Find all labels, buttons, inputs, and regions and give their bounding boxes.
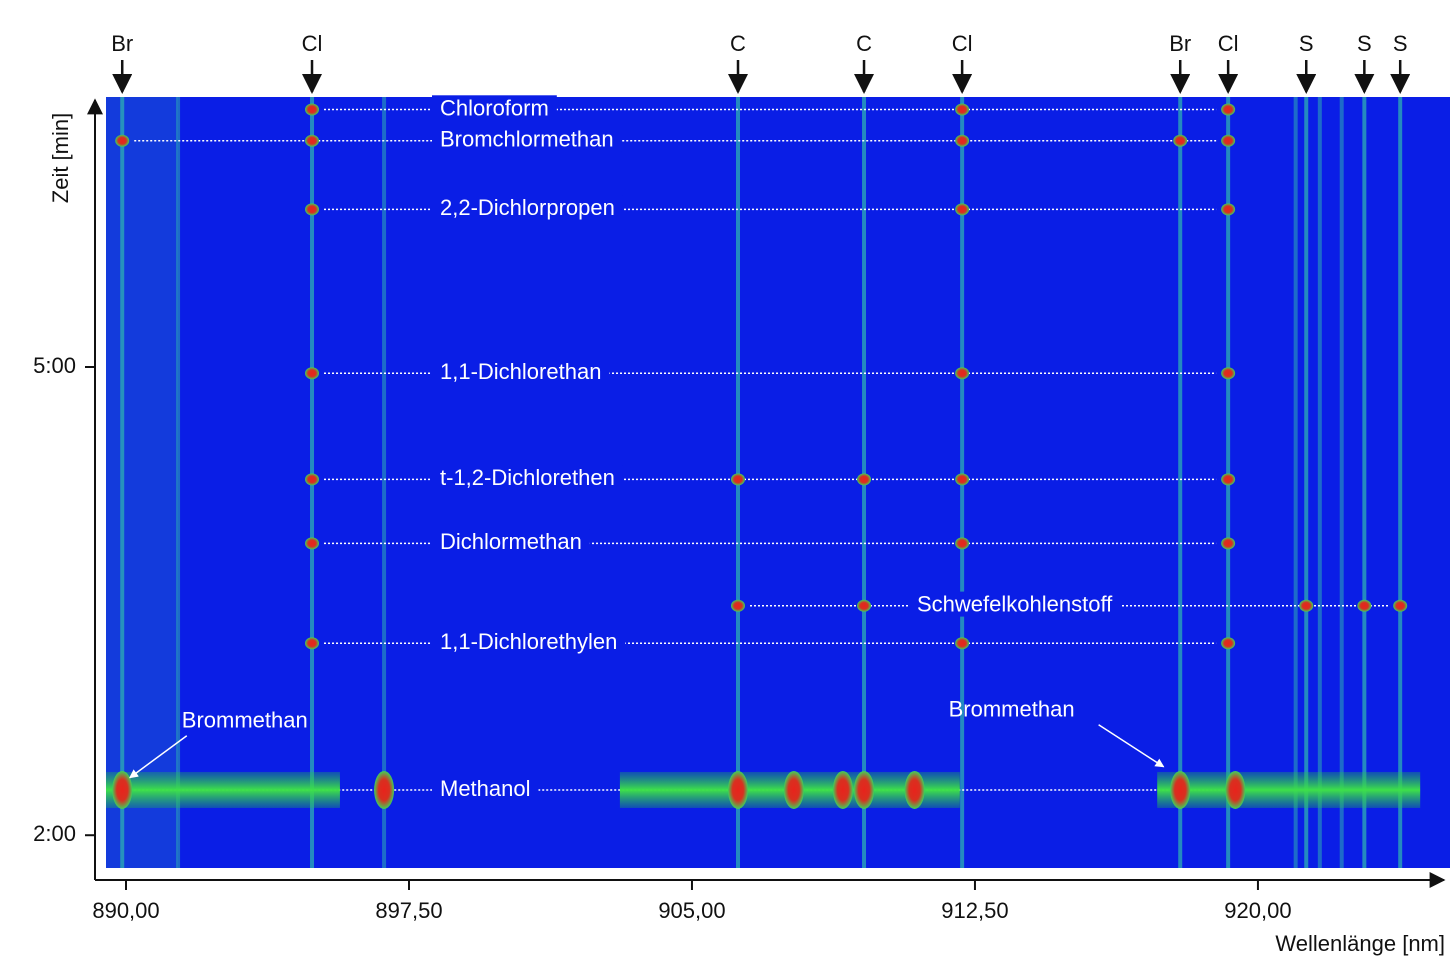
peak — [1221, 367, 1235, 379]
element-label: S — [1299, 31, 1314, 56]
annotation: Brommethan — [182, 708, 308, 733]
peak — [955, 537, 969, 549]
compound-label: Dichlormethan — [440, 529, 582, 554]
peak — [305, 135, 319, 147]
compound-label-group: t-1,2-Dichlorethen — [432, 465, 623, 490]
element-label: C — [856, 31, 872, 56]
compound-label-group: 1,1-Dichlorethan — [432, 359, 609, 384]
band — [106, 772, 340, 808]
peak — [955, 203, 969, 215]
plot-strip — [106, 97, 178, 868]
element-label: Br — [1169, 31, 1191, 56]
peak — [857, 600, 871, 612]
peak — [1170, 771, 1190, 809]
element-label: Br — [111, 31, 133, 56]
element-label: Cl — [1218, 31, 1239, 56]
x-tick-label: 920,00 — [1224, 898, 1291, 923]
element-label: C — [730, 31, 746, 56]
peak — [305, 103, 319, 115]
element-label: S — [1393, 31, 1408, 56]
y-tick-label: 5:00 — [33, 353, 76, 378]
compound-label-group: Schwefelkohlenstoff — [909, 592, 1121, 617]
compound-label-group: 1,1-Dichlorethylen — [432, 629, 625, 654]
compound-label-group: Bromchlormethan — [432, 127, 622, 152]
peak — [955, 135, 969, 147]
peak — [305, 203, 319, 215]
compound-label-group: Chloroform — [432, 95, 557, 120]
compound-label: 1,1-Dichlorethylen — [440, 629, 617, 654]
peak — [305, 637, 319, 649]
x-tick-label: 912,50 — [941, 898, 1008, 923]
compound-label-group: Dichlormethan — [432, 529, 590, 554]
peak — [1221, 103, 1235, 115]
compound-label-group: 2,2-Dichlorpropen — [432, 195, 623, 220]
peak — [1225, 771, 1245, 809]
x-tick-label: 905,00 — [658, 898, 725, 923]
annotation: Brommethan — [949, 697, 1075, 722]
peak — [784, 771, 804, 809]
peak — [857, 473, 871, 485]
peak — [905, 771, 925, 809]
peak — [305, 473, 319, 485]
peak — [305, 367, 319, 379]
peak — [1221, 473, 1235, 485]
peak — [1357, 600, 1371, 612]
x-tick-label: 890,00 — [92, 898, 159, 923]
compound-label: Bromchlormethan — [440, 127, 614, 152]
peak — [112, 771, 132, 809]
compound-label: Methanol — [440, 776, 531, 801]
y-axis-label: Zeit [min] — [48, 113, 73, 203]
peak — [731, 600, 745, 612]
band — [1157, 772, 1420, 808]
peak — [955, 103, 969, 115]
peak — [374, 771, 394, 809]
compound-label: Chloroform — [440, 95, 549, 120]
peak — [731, 473, 745, 485]
compound-label: t-1,2-Dichlorethen — [440, 465, 615, 490]
peak — [1173, 135, 1187, 147]
peak — [1221, 135, 1235, 147]
element-label: S — [1357, 31, 1372, 56]
peak — [1393, 600, 1407, 612]
peak — [1221, 537, 1235, 549]
x-tick-label: 897,50 — [375, 898, 442, 923]
peak — [955, 367, 969, 379]
peak — [854, 771, 874, 809]
peak — [1221, 203, 1235, 215]
peak — [955, 473, 969, 485]
element-label: Cl — [302, 31, 323, 56]
compound-label: Schwefelkohlenstoff — [917, 592, 1113, 617]
peak — [1221, 637, 1235, 649]
peak — [955, 637, 969, 649]
element-label: Cl — [952, 31, 973, 56]
x-axis-label: Wellenlänge [nm] — [1275, 931, 1445, 956]
compound-label: 2,2-Dichlorpropen — [440, 195, 615, 220]
peak — [305, 537, 319, 549]
peak — [115, 135, 129, 147]
compound-label: 1,1-Dichlorethan — [440, 359, 601, 384]
peak — [833, 771, 853, 809]
chart: Zeit [min] Wellenlänge [nm] Br Cl C C Cl Br Cl… — [0, 0, 1451, 960]
y-tick-label: 2:00 — [33, 821, 76, 846]
peak — [1299, 600, 1313, 612]
peak — [728, 771, 748, 809]
compound-label-group: Methanol — [432, 776, 539, 801]
